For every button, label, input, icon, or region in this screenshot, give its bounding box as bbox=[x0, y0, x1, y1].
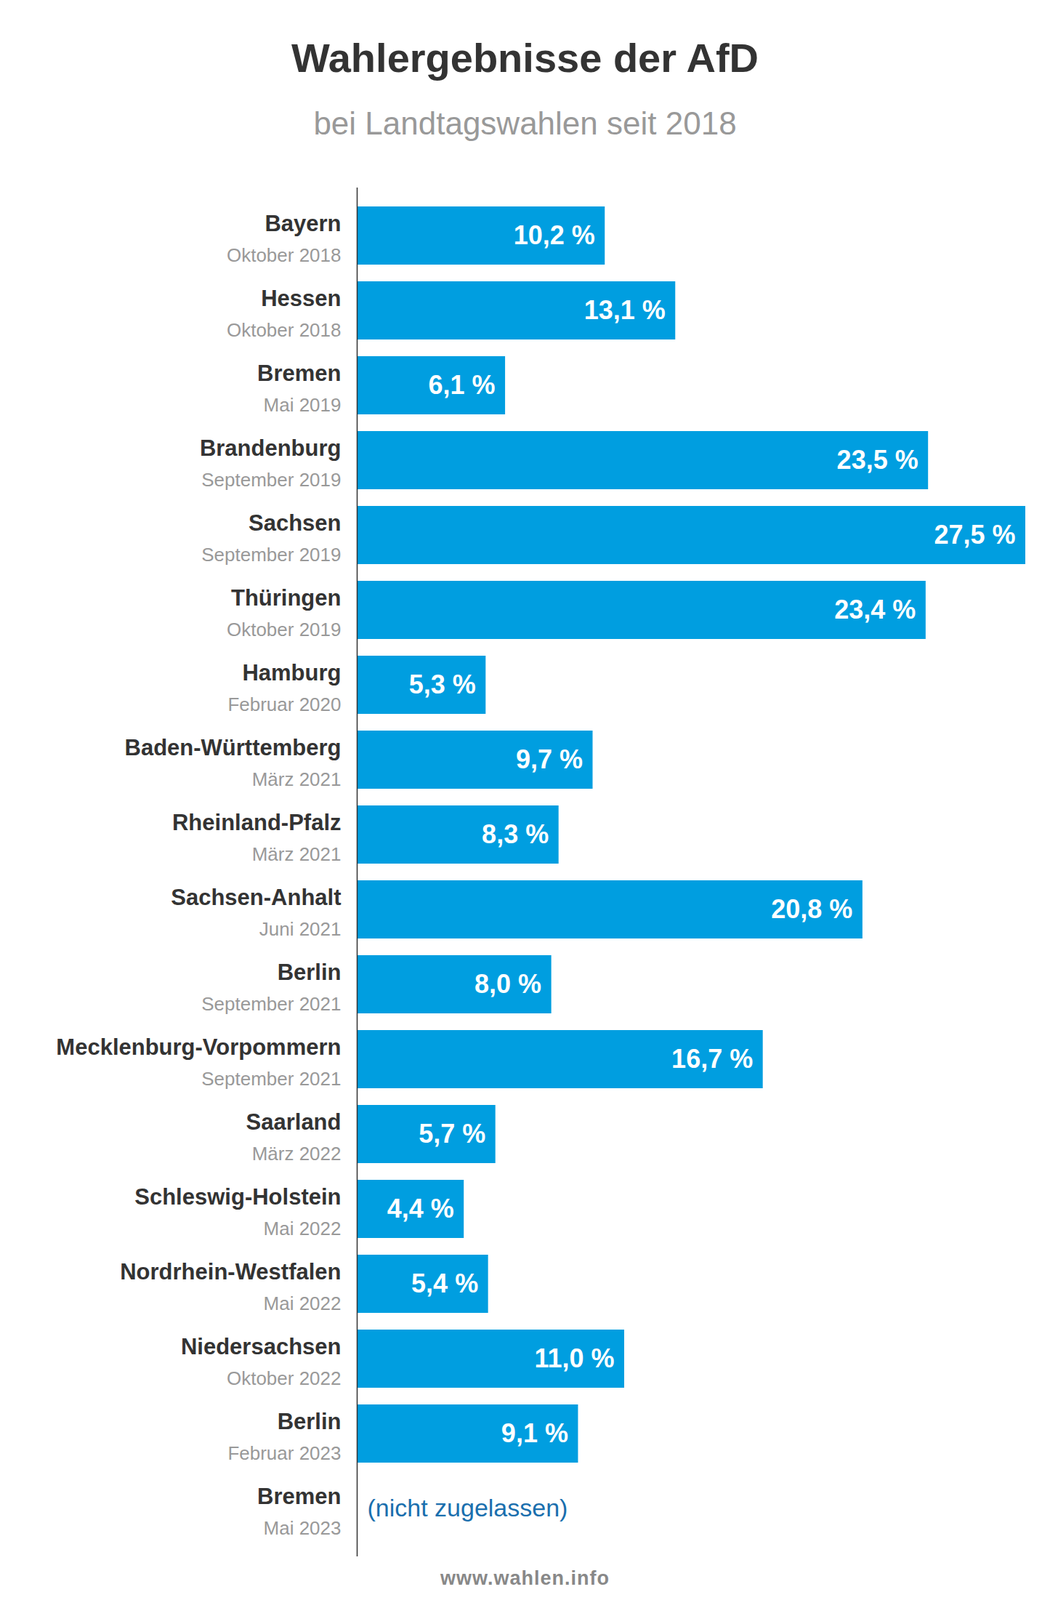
svg-text:10,2 %: 10,2 % bbox=[513, 220, 596, 250]
svg-text:September 2019: September 2019 bbox=[201, 468, 341, 491]
svg-text:23,4 %: 23,4 % bbox=[834, 594, 916, 625]
svg-text:Mai 2022: Mai 2022 bbox=[263, 1217, 342, 1239]
svg-text:Februar 2023: Februar 2023 bbox=[227, 1441, 341, 1464]
svg-text:11,0 %: 11,0 % bbox=[534, 1342, 615, 1373]
svg-text:Nordrhein-Westfalen: Nordrhein-Westfalen bbox=[119, 1258, 341, 1284]
svg-text:9,1 %: 9,1 % bbox=[501, 1417, 569, 1448]
svg-text:Mecklenburg-Vorpommern: Mecklenburg-Vorpommern bbox=[55, 1034, 341, 1060]
svg-text:März 2021: März 2021 bbox=[252, 768, 342, 790]
svg-text:Sachsen: Sachsen bbox=[248, 510, 342, 536]
svg-text:Berlin: Berlin bbox=[277, 959, 342, 985]
svg-text:(nicht zugelassen): (nicht zugelassen) bbox=[367, 1493, 569, 1521]
svg-text:Mai 2022: Mai 2022 bbox=[263, 1291, 342, 1314]
svg-text:6,1 %: 6,1 % bbox=[428, 369, 496, 400]
svg-text:Berlin: Berlin bbox=[277, 1408, 342, 1434]
svg-text:März 2022: März 2022 bbox=[252, 1142, 342, 1165]
svg-text:9,7 %: 9,7 % bbox=[515, 744, 583, 774]
svg-text:13,1 %: 13,1 % bbox=[584, 295, 666, 325]
svg-text:Oktober 2022: Oktober 2022 bbox=[226, 1366, 342, 1389]
svg-text:Bremen: Bremen bbox=[257, 360, 341, 386]
svg-text:Juni 2021: Juni 2021 bbox=[259, 917, 342, 940]
svg-text:Thüringen: Thüringen bbox=[231, 584, 342, 611]
svg-text:20,8 %: 20,8 % bbox=[770, 893, 853, 924]
html-text:www.wahlen.info: www.wahlen.info bbox=[440, 1566, 610, 1589]
svg-text:Sachsen-Anhalt: Sachsen-Anhalt bbox=[170, 884, 341, 910]
svg-text:Oktober 2018: Oktober 2018 bbox=[226, 318, 342, 341]
svg-text:Niedersachsen: Niedersachsen bbox=[180, 1333, 342, 1359]
svg-text:September 2019: September 2019 bbox=[201, 543, 341, 566]
svg-text:Hamburg: Hamburg bbox=[241, 659, 341, 686]
svg-text:Brandenburg: Brandenburg bbox=[199, 435, 342, 461]
svg-text:Schleswig-Holstein: Schleswig-Holstein bbox=[134, 1183, 341, 1210]
svg-text:4,4 %: 4,4 % bbox=[387, 1193, 455, 1223]
svg-text:September 2021: September 2021 bbox=[201, 1067, 341, 1090]
svg-text:16,7 %: 16,7 % bbox=[671, 1043, 753, 1074]
svg-text:Saarland: Saarland bbox=[246, 1108, 342, 1135]
svg-text:5,4 %: 5,4 % bbox=[411, 1267, 479, 1298]
html-text:bei Landtagswahlen seit 2018: bei Landtagswahlen seit 2018 bbox=[313, 105, 737, 141]
svg-text:Baden-Württemberg: Baden-Württemberg bbox=[124, 734, 342, 761]
svg-text:5,3 %: 5,3 % bbox=[409, 669, 476, 700]
svg-text:Mai 2023: Mai 2023 bbox=[263, 1516, 342, 1539]
svg-text:8,0 %: 8,0 % bbox=[474, 968, 542, 999]
svg-text:Oktober 2019: Oktober 2019 bbox=[226, 618, 342, 641]
svg-text:Oktober 2018: Oktober 2018 bbox=[226, 244, 342, 266]
svg-text:Mai 2019: Mai 2019 bbox=[263, 393, 342, 416]
svg-text:23,5 %: 23,5 % bbox=[837, 444, 919, 475]
svg-text:8,3 %: 8,3 % bbox=[481, 818, 549, 849]
svg-text:Bremen: Bremen bbox=[257, 1483, 341, 1509]
svg-text:Bayern: Bayern bbox=[264, 210, 341, 237]
svg-text:März 2021: März 2021 bbox=[252, 842, 342, 865]
svg-text:Hessen: Hessen bbox=[260, 285, 341, 312]
svg-text:27,5 %: 27,5 % bbox=[933, 519, 1016, 550]
svg-text:5,7 %: 5,7 % bbox=[418, 1118, 486, 1149]
svg-text:Februar 2020: Februar 2020 bbox=[227, 693, 341, 716]
svg-text:September 2021: September 2021 bbox=[201, 992, 341, 1015]
html-text:Wahlergebnisse der AfD: Wahlergebnisse der AfD bbox=[291, 34, 759, 81]
svg-text:Rheinland-Pfalz: Rheinland-Pfalz bbox=[172, 809, 342, 835]
